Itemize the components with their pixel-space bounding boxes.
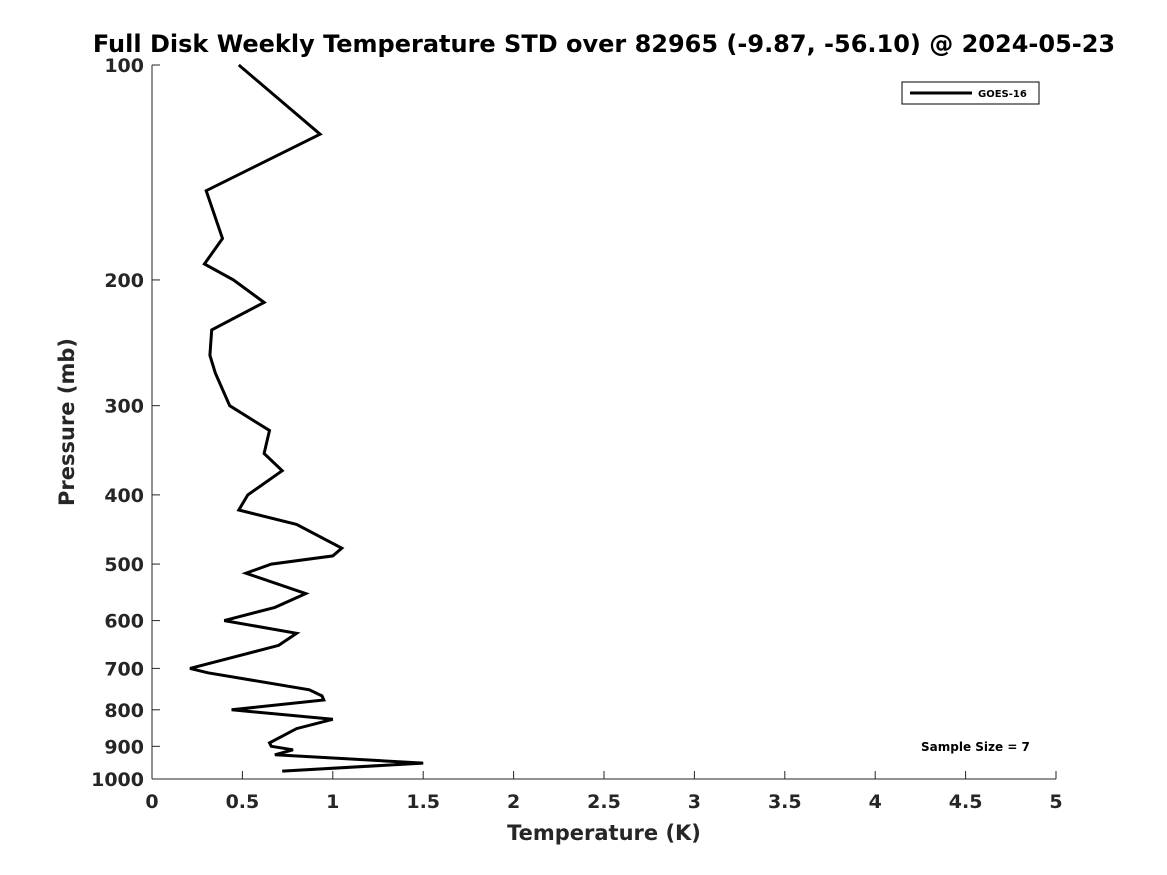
x-tick-label: 1: [326, 791, 339, 813]
x-tick-label: 0: [145, 791, 158, 813]
y-tick-label: 900: [104, 736, 144, 758]
y-tick-label: 700: [104, 658, 144, 680]
legend-label: GOES-16: [978, 89, 1027, 100]
series-line-0: [189, 63, 424, 773]
y-tick-label: 1000: [91, 769, 144, 791]
x-tick-label: 2.5: [587, 791, 621, 813]
y-tick-label: 500: [104, 554, 144, 576]
series: [189, 63, 424, 773]
axes: [151, 65, 1056, 780]
y-tick-label: 200: [104, 270, 144, 292]
y-tick-label: 300: [104, 396, 144, 418]
y-tick-label: 800: [104, 700, 144, 722]
y-tick-label: 600: [104, 611, 144, 633]
x-tick-label: 4.5: [949, 791, 983, 813]
y-ticks: 100 200 300 400 500 600 700 800 900 1000: [91, 55, 160, 791]
x-tick-label: 4: [869, 791, 882, 813]
sample-size-annotation: Sample Size = 7: [921, 740, 1030, 754]
x-axis-label: Temperature (K): [507, 821, 701, 845]
x-tick-label: 1.5: [406, 791, 440, 813]
y-tick-label: 100: [104, 55, 144, 77]
x-tick-label: 5: [1049, 791, 1062, 813]
y-tick-label: 400: [104, 485, 144, 507]
x-tick-label: 3.5: [768, 791, 802, 813]
x-tick-label: 2: [507, 791, 520, 813]
y-axis-label: Pressure (mb): [55, 338, 79, 506]
x-tick-label: 3: [688, 791, 701, 813]
x-ticks: 0 0.5 1 1.5 2 2.5 3 3.5 4 4.5 5: [145, 771, 1063, 813]
legend: GOES-16: [901, 81, 1040, 105]
chart-title: Full Disk Weekly Temperature STD over 82…: [93, 30, 1115, 58]
x-tick-label: 0.5: [226, 791, 260, 813]
